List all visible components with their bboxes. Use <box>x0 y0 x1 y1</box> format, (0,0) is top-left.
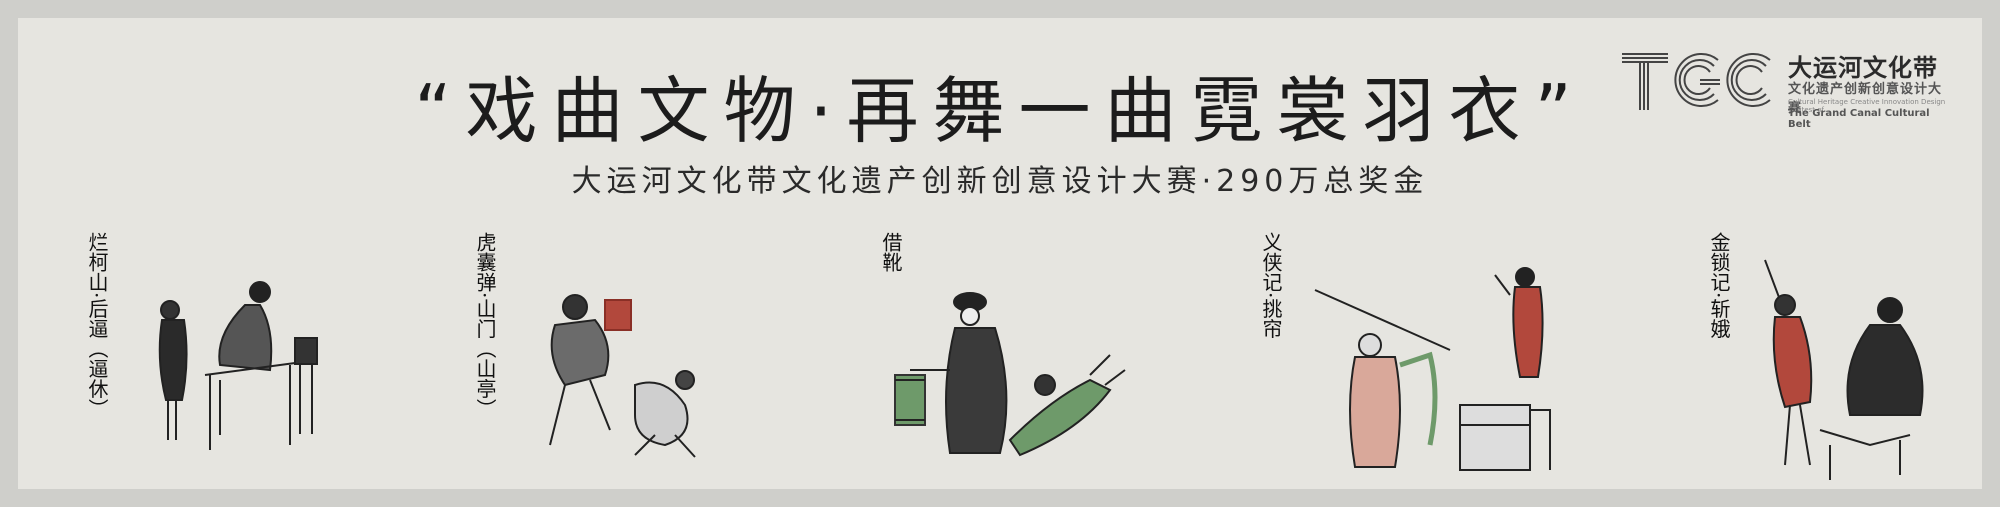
opera-scene-3-illustration <box>894 292 1126 457</box>
illustration-label-2: 虎囊弹·山门（山亭） <box>473 232 497 419</box>
opera-scene-5-illustration <box>1764 259 1924 480</box>
logo-name-cn: 大运河文化带 <box>1788 54 1938 82</box>
opera-scene-2-illustration <box>549 294 696 458</box>
illustration-label-4: 义侠记·挑帘 <box>1259 232 1283 339</box>
illustration-label-1: 烂柯山·后逼（逼休） <box>85 232 109 419</box>
logo-en-line2: The Grand Canal Cultural Belt <box>1788 108 1930 130</box>
tgc-logo-mark-icon <box>1622 53 1771 110</box>
illustration-label-3: 借靴 <box>879 232 903 272</box>
illustration-label-5: 金锁记·斩娥 <box>1707 232 1731 339</box>
banner-subtitle: 大运河文化带文化遗产创新创意设计大赛·290万总奖金 <box>571 164 1429 199</box>
banner-title: “戏曲文物·再舞一曲霓裳羽衣” <box>414 69 1586 153</box>
opera-scene-1-illustration <box>158 281 318 450</box>
contest-logo: 大运河文化带 文化遗产创新创意设计大赛 Cultural Heritage Cr… <box>1620 48 1950 130</box>
logo-subtitle-cn: 文化遗产创新创意设计大赛 <box>1788 82 1943 116</box>
logo-en-line1: Cultural Heritage Creative Innovation De… <box>1788 98 1946 114</box>
opera-scene-4-illustration <box>1314 267 1551 471</box>
